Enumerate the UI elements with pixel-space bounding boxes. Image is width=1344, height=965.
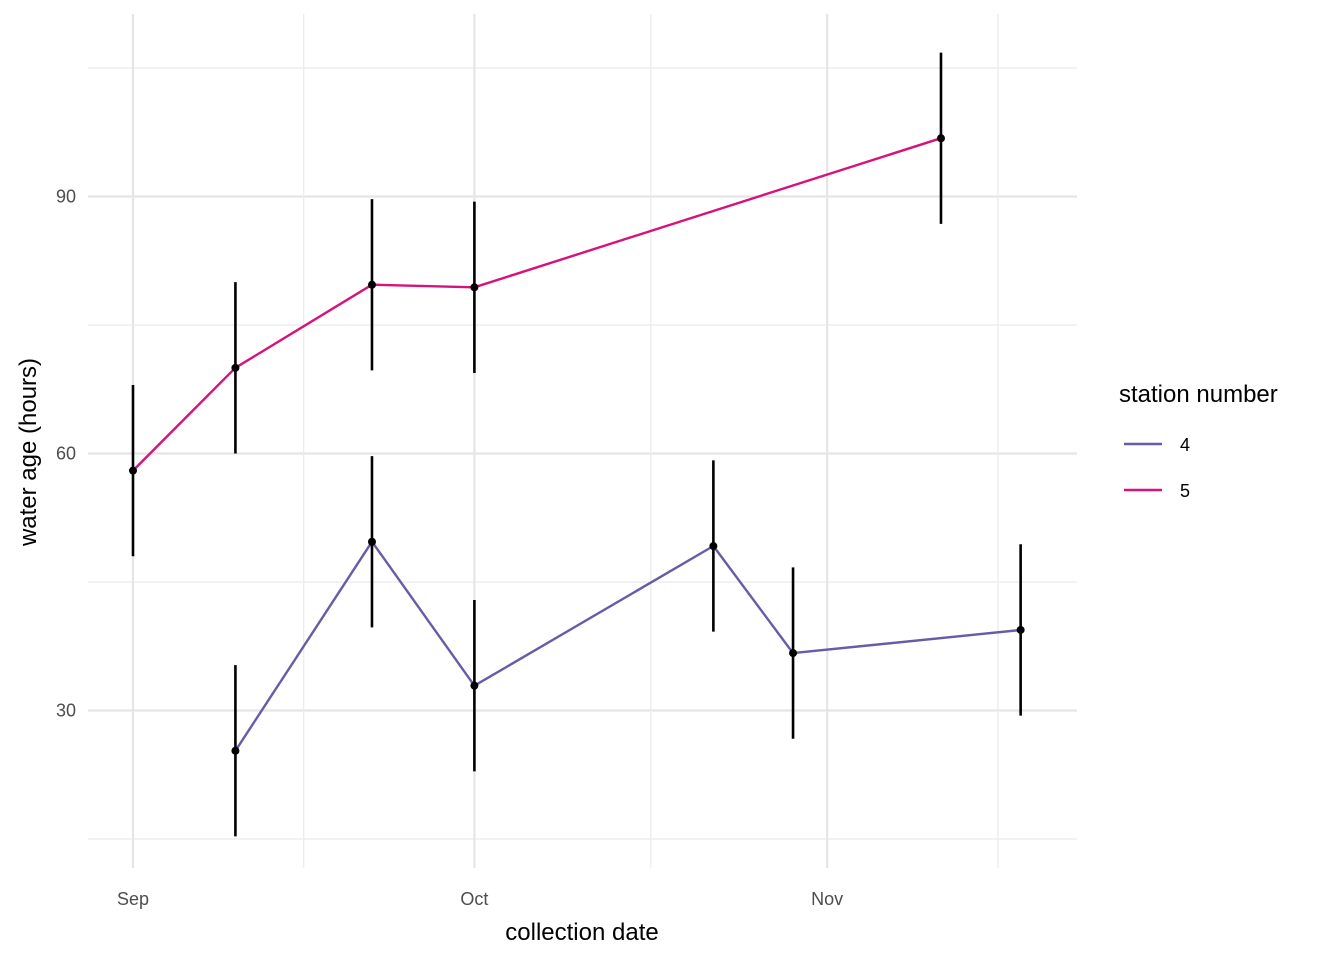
legend-label: 5 bbox=[1180, 481, 1190, 501]
data-point bbox=[231, 363, 240, 372]
data-point bbox=[470, 681, 479, 690]
x-tick-label: Oct bbox=[460, 889, 488, 909]
legend-item-4: 4 bbox=[1124, 435, 1190, 455]
x-axis-title: collection date bbox=[505, 919, 658, 946]
y-tick-label: 60 bbox=[56, 444, 76, 464]
data-point bbox=[367, 280, 376, 289]
data-point bbox=[936, 134, 945, 143]
grid-layer bbox=[88, 14, 1077, 868]
y-tick-label: 30 bbox=[56, 701, 76, 721]
point-layer bbox=[129, 134, 1025, 755]
series-line-4 bbox=[234, 540, 1021, 752]
x-tick-label: Nov bbox=[811, 889, 843, 909]
legend-label: 4 bbox=[1180, 435, 1190, 455]
data-point bbox=[709, 542, 718, 551]
data-point bbox=[470, 283, 479, 292]
errorbar-layer bbox=[131, 52, 1022, 837]
series-layer bbox=[132, 137, 1021, 752]
y-axis-title: water age (hours) bbox=[15, 358, 42, 547]
x-tick-labels: Sep Oct Nov bbox=[117, 889, 843, 909]
data-point bbox=[367, 537, 376, 546]
y-tick-labels: 30 60 90 bbox=[56, 187, 76, 721]
legend-title: station number bbox=[1119, 381, 1278, 408]
series-line-5 bbox=[132, 137, 942, 472]
legend-items: 45 bbox=[1124, 435, 1190, 501]
data-point bbox=[129, 466, 137, 475]
x-tick-label: Sep bbox=[117, 889, 149, 909]
y-tick-label: 90 bbox=[56, 187, 76, 207]
data-point bbox=[231, 746, 240, 755]
data-point bbox=[789, 649, 798, 658]
legend-item-5: 5 bbox=[1124, 481, 1190, 501]
data-point bbox=[1016, 625, 1025, 634]
legend: station number 45 bbox=[1119, 381, 1278, 501]
